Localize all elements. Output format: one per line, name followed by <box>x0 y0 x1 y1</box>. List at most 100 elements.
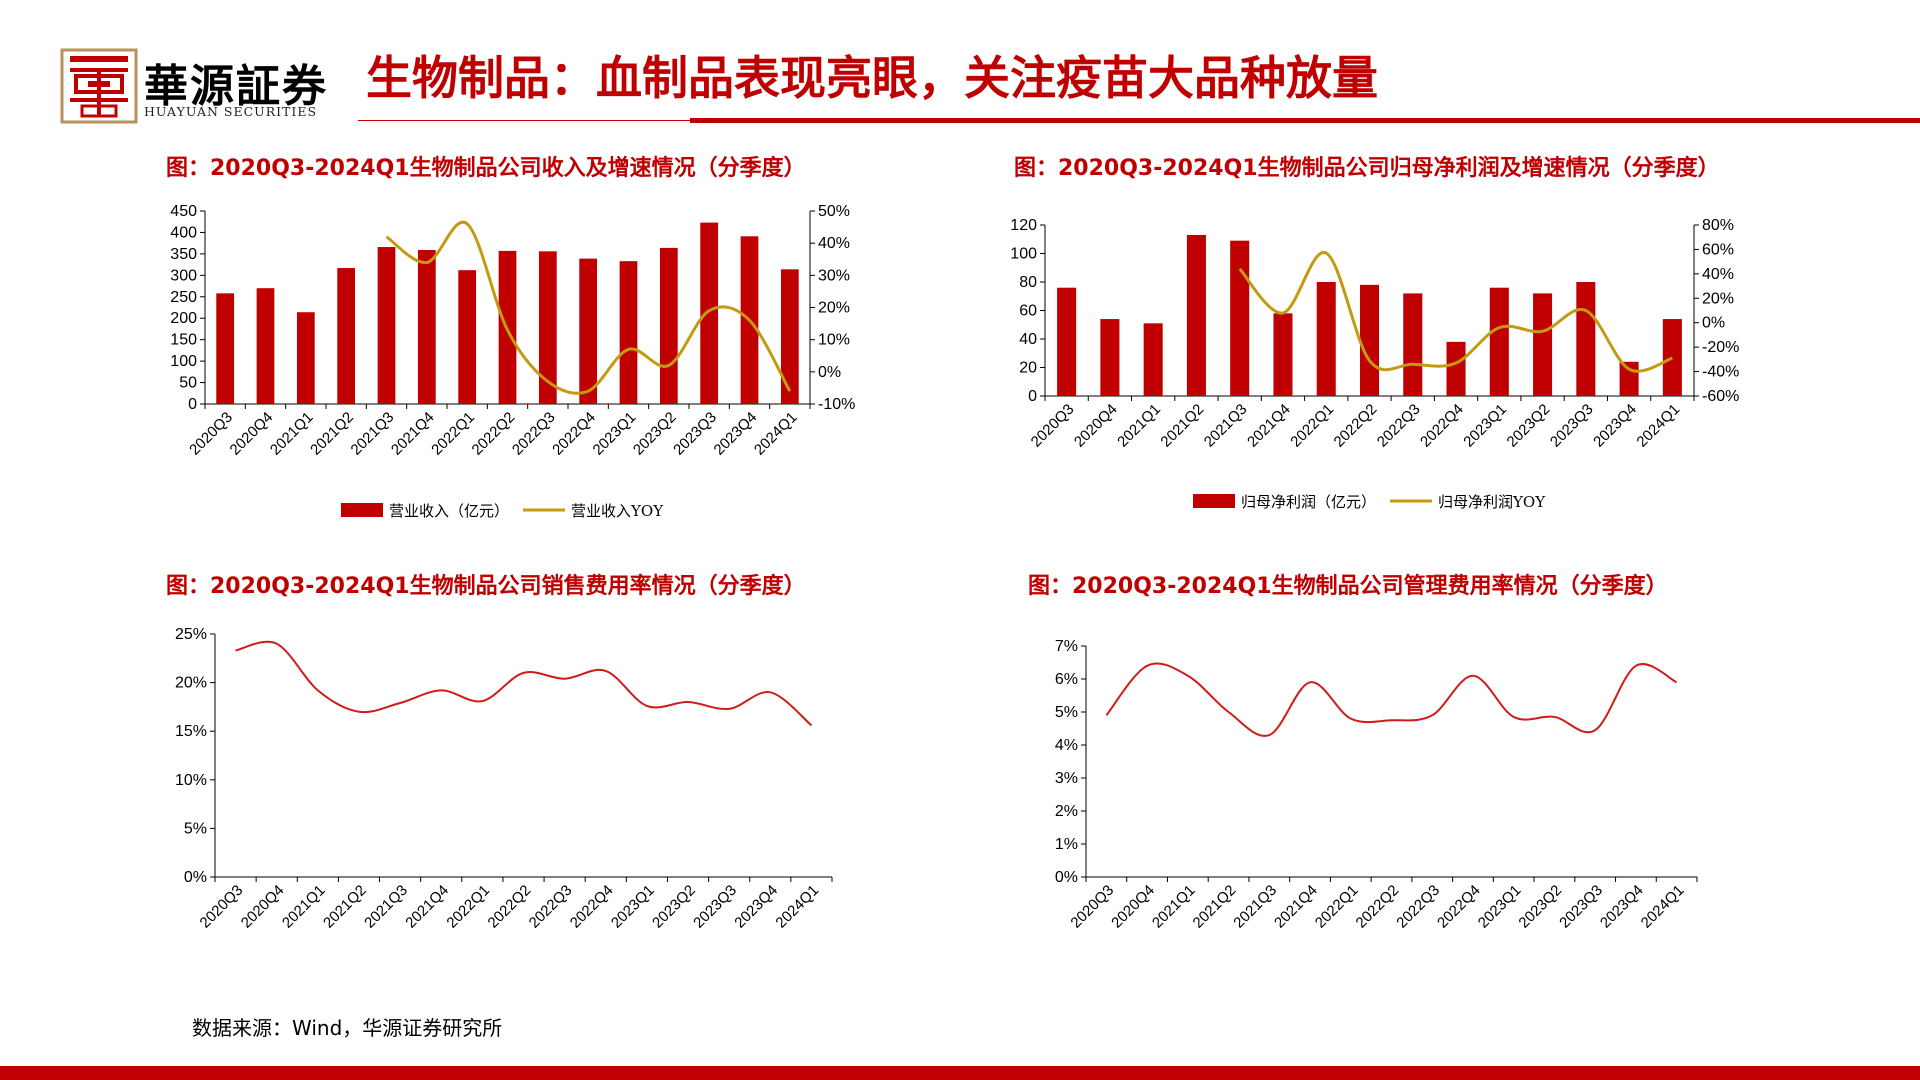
sales-rate-y-tick-label: 0% <box>184 869 207 886</box>
revenue-y2-tick-label: 20% <box>818 300 850 317</box>
admin-rate-x-tick-label: 2022Q1 <box>1312 882 1362 932</box>
admin-rate-y-tick-label: 5% <box>1055 704 1078 721</box>
revenue-y2-tick-label: 30% <box>818 267 850 284</box>
admin-rate-x-tick-label: 2021Q2 <box>1190 882 1240 932</box>
sales-rate-x-tick-label: 2022Q4 <box>567 882 617 932</box>
profit-y-tick-label: 40 <box>1019 331 1037 348</box>
profit-y-tick-label: 80 <box>1019 274 1037 291</box>
profit-x-tick-label: 2023Q2 <box>1504 401 1554 451</box>
profit-x-tick-label: 2023Q1 <box>1460 401 1510 451</box>
profit-bar <box>1359 284 1380 396</box>
profit-bar <box>1446 341 1466 396</box>
revenue-y-tick-label: 100 <box>170 353 197 370</box>
profit-x-tick-label: 2022Q3 <box>1374 401 1424 451</box>
logo-seal-icon <box>60 48 138 124</box>
revenue-bar <box>417 250 436 404</box>
profit-y2-tick-label: -60% <box>1702 388 1739 405</box>
sales-rate-x-tick-label: 2021Q2 <box>320 882 370 932</box>
profit-y2-tick-label: 80% <box>1702 217 1734 234</box>
profit-x-tick-label: 2022Q2 <box>1331 401 1381 451</box>
revenue-y2-tick-label: 10% <box>818 332 850 349</box>
profit-y-tick-label: 60 <box>1019 303 1037 320</box>
profit-y2-tick-label: 40% <box>1702 266 1734 283</box>
profit-bar <box>1662 319 1682 396</box>
admin-rate-x-tick-label: 2022Q4 <box>1434 882 1484 932</box>
profit-y2-tick-label: 60% <box>1702 241 1734 258</box>
profit-chart-title: 图：2020Q3-2024Q1生物制品公司归母净利润及增速情况（分季度） <box>1014 156 1720 181</box>
revenue-bar <box>377 247 396 404</box>
profit-x-tick-label: 2022Q4 <box>1417 401 1467 451</box>
admin-rate-x-tick-label: 2023Q4 <box>1597 882 1647 932</box>
revenue-bar <box>256 288 275 404</box>
revenue-legend-line-label: 营业收入YOY <box>571 502 664 520</box>
admin-rate-x-tick-label: 2023Q2 <box>1515 882 1565 932</box>
revenue-x-tick-label: 2020Q4 <box>227 409 277 459</box>
profit-bar <box>1316 282 1336 396</box>
revenue-y2-tick-label: 40% <box>818 235 850 252</box>
footer-bar <box>0 1066 1920 1080</box>
profit-x-tick-label: 2021Q4 <box>1244 401 1294 451</box>
profit-x-tick-label: 2024Q1 <box>1633 401 1683 451</box>
profit-bar <box>1533 293 1553 396</box>
page-title: 生物制品：血制品表现亮眼，关注疫苗大品种放量 <box>366 51 1378 105</box>
revenue-x-tick-label: 2022Q3 <box>509 409 559 459</box>
profit-bar <box>1230 240 1250 396</box>
revenue-y-tick-label: 350 <box>170 246 197 263</box>
sales-rate-x-tick-label: 2023Q4 <box>731 882 781 932</box>
admin-rate-x-tick-label: 2022Q2 <box>1353 882 1403 932</box>
profit-x-tick-label: 2022Q1 <box>1287 401 1337 451</box>
profit-legend-bar-label: 归母净利润（亿元） <box>1241 493 1376 511</box>
sales-rate-x-tick-label: 2022Q2 <box>485 882 535 932</box>
sales-rate-x-tick-label: 2020Q3 <box>197 882 247 932</box>
admin-rate-y-tick-label: 4% <box>1055 737 1078 754</box>
admin-rate-chart-title: 图：2020Q3-2024Q1生物制品公司管理费用率情况（分季度） <box>1028 574 1668 599</box>
revenue-y-tick-label: 250 <box>170 289 197 306</box>
sales-rate-chart-title: 图：2020Q3-2024Q1生物制品公司销售费用率情况（分季度） <box>166 574 806 599</box>
revenue-x-tick-label: 2021Q1 <box>267 409 317 459</box>
revenue-bar <box>780 269 799 404</box>
revenue-y-tick-label: 400 <box>170 224 197 241</box>
profit-bar <box>1186 234 1206 396</box>
revenue-y-tick-label: 200 <box>170 310 197 327</box>
admin-rate-rate-line <box>1105 662 1678 737</box>
admin-rate-x-tick-label: 2021Q4 <box>1271 882 1321 932</box>
revenue-legend-bar-label: 营业收入（亿元） <box>389 502 509 520</box>
profit-legend-line-label: 归母净利润YOY <box>1438 493 1546 511</box>
sales-rate-x-tick-label: 2023Q3 <box>690 882 740 932</box>
revenue-x-tick-label: 2020Q3 <box>186 409 236 459</box>
sales-rate-x-tick-label: 2023Q2 <box>649 882 699 932</box>
data-source-note: 数据来源：Wind，华源证券研究所 <box>192 1016 503 1040</box>
profit-y2-tick-label: -40% <box>1702 364 1739 381</box>
revenue-x-tick-label: 2021Q3 <box>348 409 398 459</box>
admin-rate-x-tick-label: 2022Q3 <box>1393 882 1443 932</box>
revenue-bar <box>659 247 678 404</box>
admin-rate-x-tick-label: 2021Q1 <box>1149 882 1199 932</box>
admin-rate-x-tick-label: 2021Q3 <box>1230 882 1280 932</box>
profit-yoy-line <box>1238 251 1673 373</box>
revenue-x-tick-label: 2022Q1 <box>428 409 478 459</box>
admin-rate-y-tick-label: 6% <box>1055 671 1078 688</box>
sales-rate-x-tick-label: 2022Q1 <box>443 882 493 932</box>
revenue-bar <box>216 293 235 404</box>
profit-x-tick-label: 2021Q3 <box>1201 401 1251 451</box>
sales-rate-y-tick-label: 5% <box>184 820 207 837</box>
revenue-yoy-line <box>385 220 792 395</box>
admin-rate-x-tick-label: 2024Q1 <box>1638 882 1688 932</box>
admin-rate-y-tick-label: 1% <box>1055 836 1078 853</box>
revenue-x-tick-label: 2023Q3 <box>670 409 720 459</box>
revenue-x-tick-label: 2022Q4 <box>549 409 599 459</box>
profit-bar <box>1143 323 1163 396</box>
profit-bar <box>1273 313 1293 396</box>
profit-legend-bar-swatch <box>1193 494 1235 508</box>
revenue-x-tick-label: 2023Q4 <box>711 409 761 459</box>
revenue-bar <box>538 251 557 404</box>
profit-y2-tick-label: 0% <box>1702 315 1725 332</box>
profit-x-tick-label: 2023Q4 <box>1590 401 1640 451</box>
revenue-y-tick-label: 300 <box>170 267 197 284</box>
revenue-y2-tick-label: -10% <box>818 396 855 413</box>
logo-english-text: HUAYUAN SECURITIES <box>144 104 318 119</box>
revenue-x-tick-label: 2021Q2 <box>307 409 357 459</box>
sales-rate-y-tick-label: 25% <box>175 626 207 643</box>
revenue-x-tick-label: 2021Q4 <box>388 409 438 459</box>
profit-x-tick-label: 2020Q4 <box>1071 401 1121 451</box>
